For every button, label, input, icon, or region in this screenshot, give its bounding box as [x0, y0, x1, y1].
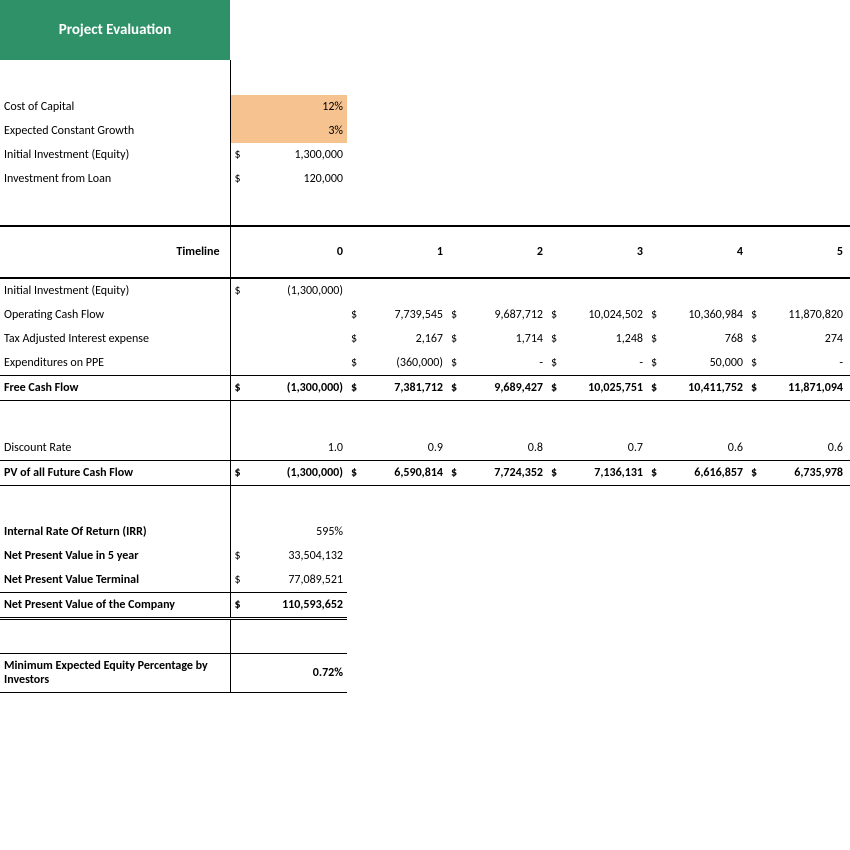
period-3: 3 — [559, 226, 647, 278]
label: Internal Rate Of Return (IRR) — [0, 520, 230, 544]
row-initial-investment: Initial Investment (Equity) $ 1,300,000 — [0, 143, 850, 167]
page-title: Project Evaluation — [0, 0, 230, 60]
row-npv-5yr: Net Present Value in 5 year $ 33,504,132 — [0, 544, 850, 568]
row-irr: Internal Rate Of Return (IRR) 595% — [0, 520, 850, 544]
label: PV of all Future Cash Flow — [0, 460, 230, 485]
label: Free Cash Flow — [0, 376, 230, 401]
row-cost-of-capital: Cost of Capital 12% — [0, 95, 850, 119]
row-tax-interest: Tax Adjusted Interest expense $2,167 $1,… — [0, 327, 850, 351]
row-npv-company: Net Present Value of the Company $ 110,5… — [0, 593, 850, 619]
currency: $ — [230, 167, 242, 191]
value: 0.72% — [242, 654, 347, 693]
label: Net Present Value of the Company — [0, 593, 230, 619]
label: Initial Investment (Equity) — [0, 278, 230, 303]
row-ocf: Operating Cash Flow $7,739,545 $9,687,71… — [0, 303, 850, 327]
row-timeline-header: Timeline 0 1 2 3 4 5 After 5 years — [0, 226, 850, 278]
row-fcf: Free Cash Flow $(1,300,000) $7,381,712 $… — [0, 376, 850, 401]
period-4: 4 — [659, 226, 747, 278]
label: Tax Adjusted Interest expense — [0, 327, 230, 351]
row-ppe: Expenditures on PPE $(360,000) $- $- $50… — [0, 351, 850, 376]
label: Expenditures on PPE — [0, 351, 230, 376]
period-1: 1 — [359, 226, 447, 278]
row-expected-growth: Expected Constant Growth 3% — [0, 119, 850, 143]
timeline-label: Timeline — [0, 226, 230, 278]
value: 33,504,132 — [242, 544, 347, 568]
label: Investment from Loan — [0, 167, 230, 191]
row-iie: Initial Investment (Equity) $ (1,300,000… — [0, 278, 850, 303]
row-min-equity-pct: Minimum Expected Equity Percentage by In… — [0, 654, 850, 693]
value: 1,300,000 — [242, 143, 347, 167]
label: Net Present Value Terminal — [0, 568, 230, 593]
value: 120,000 — [242, 167, 347, 191]
label: Net Present Value in 5 year — [0, 544, 230, 568]
period-0: 0 — [242, 226, 347, 278]
period-2: 2 — [459, 226, 547, 278]
label: Discount Rate — [0, 436, 230, 461]
value: 110,593,652 — [242, 593, 347, 619]
value: 3% — [242, 119, 347, 143]
label: Initial Investment (Equity) — [0, 143, 230, 167]
label: Operating Cash Flow — [0, 303, 230, 327]
evaluation-table: Cost of Capital 12% Expected Constant Gr… — [0, 60, 850, 693]
row-pv: PV of all Future Cash Flow $(1,300,000) … — [0, 460, 850, 485]
value: 12% — [242, 95, 347, 119]
row-discount-rate: Discount Rate 1.0 0.9 0.8 0.7 0.6 0.6 — [0, 436, 850, 461]
value: 595% — [242, 520, 347, 544]
period-5: 5 — [759, 226, 847, 278]
value: 77,089,521 — [242, 568, 347, 593]
label: Expected Constant Growth — [0, 119, 230, 143]
row-investment-loan: Investment from Loan $ 120,000 — [0, 167, 850, 191]
label: Cost of Capital — [0, 95, 230, 119]
row-npv-terminal: Net Present Value Terminal $ 77,089,521 — [0, 568, 850, 593]
currency: $ — [230, 143, 242, 167]
label: Minimum Expected Equity Percentage by In… — [0, 654, 230, 693]
